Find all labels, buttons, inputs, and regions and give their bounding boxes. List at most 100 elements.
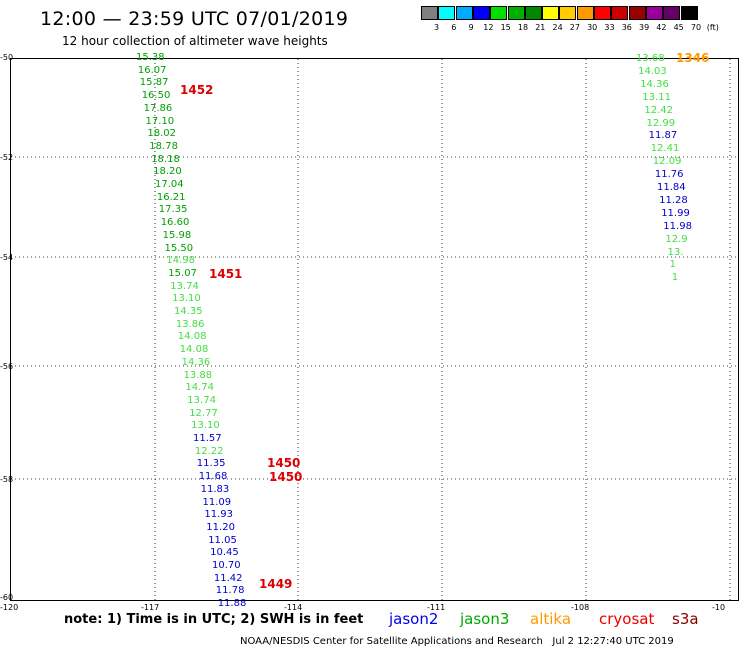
wave-height-value: 14.08 <box>177 331 207 343</box>
legend-swatch <box>507 6 525 20</box>
latitude-label: -58 <box>0 475 14 484</box>
wave-height-value: 13.11 <box>642 91 671 103</box>
wave-height-value: 14.03 <box>638 65 667 77</box>
wave-height-value: 14.08 <box>179 344 209 356</box>
legend-swatch <box>645 6 663 20</box>
credit-text: NOAA/NESDIS Center for Satellite Applica… <box>240 636 543 647</box>
longitude-label: -117 <box>141 603 160 612</box>
legend-label: 6 <box>451 23 457 32</box>
wave-height-value: 11.99 <box>661 207 690 219</box>
wave-height-value: 16.21 <box>156 191 186 203</box>
time-label: 1450 <box>267 456 301 470</box>
wave-height-value: 1 <box>669 259 676 271</box>
legend-label: 30 <box>587 23 598 32</box>
legend-swatch <box>559 6 577 20</box>
wave-height-value: 13.88 <box>183 369 213 381</box>
legend-swatch <box>421 6 438 20</box>
legend-swatch <box>611 6 629 20</box>
legend-unit: (ft) <box>706 23 719 32</box>
wave-height-value: 18.02 <box>147 128 177 140</box>
legend-swatch <box>472 6 490 20</box>
wave-height-value: 11.09 <box>202 496 232 508</box>
wave-height-value: 12.99 <box>646 117 676 129</box>
wave-height-value: 11.05 <box>208 534 237 546</box>
wave-height-value: 17.10 <box>145 115 175 127</box>
wave-height-value: 11.93 <box>204 509 234 521</box>
wave-height-value: 12.77 <box>189 407 218 419</box>
wave-height-value: 12.09 <box>652 156 682 168</box>
legend-label: 3 <box>433 23 440 32</box>
legend-label: 39 <box>639 23 650 32</box>
legend-label: 45 <box>673 23 684 32</box>
wave-height-value: 15.38 <box>136 52 165 63</box>
wave-height-value: 11.28 <box>659 194 688 206</box>
wave-height-value: 11.84 <box>657 182 686 193</box>
legend-label: 42 <box>656 23 667 32</box>
wave-height-value: 16.07 <box>137 64 167 76</box>
legend-swatch <box>524 6 542 20</box>
wave-height-value: 13.74 <box>187 394 216 406</box>
wave-height-value: 11.87 <box>648 130 678 142</box>
wave-height-value: 17.35 <box>158 204 188 216</box>
latitude-label: -50 <box>0 53 14 62</box>
wave-height-value: 15.07 <box>168 267 197 279</box>
longitude-label: -108 <box>571 603 590 612</box>
satellite-name: cryosat <box>599 610 655 628</box>
legend-label: 15 <box>500 23 511 32</box>
wave-height-value: 10.45 <box>210 547 239 559</box>
legend-swatch <box>594 6 611 20</box>
legend-swatch <box>542 6 560 20</box>
wave-height-value: 14.35 <box>174 306 203 317</box>
legend-label: 9 <box>468 23 474 32</box>
time-label: 1452 <box>180 83 214 97</box>
legend-label: 36 <box>621 23 632 32</box>
legend-swatch <box>680 6 698 20</box>
wave-height-value: 13.10 <box>172 293 201 305</box>
longitude-label: -10 <box>712 603 726 612</box>
latitude-label: -52 <box>0 153 14 162</box>
wave-height-value: 13.10 <box>191 420 220 432</box>
wave-height-value: 15.98 <box>162 229 192 241</box>
legend-label: 33 <box>604 23 615 32</box>
wave-height-value: 17.04 <box>155 179 184 190</box>
map-subtitle: 12 hour collection of altimeter wave hei… <box>62 34 328 48</box>
wave-height-value: 14.36 <box>640 78 669 90</box>
time-label: 1449 <box>259 577 293 591</box>
graticule <box>11 59 738 600</box>
map-frame <box>10 58 739 601</box>
latitude-label: -56 <box>0 362 14 371</box>
legend-swatch <box>490 6 508 20</box>
wave-height-value: 13.74 <box>170 280 199 292</box>
satellite-name: altika <box>530 610 572 628</box>
wave-height-value: 17.86 <box>143 102 173 114</box>
wave-height-value: 14.74 <box>185 382 215 394</box>
wave-height-value: 15.87 <box>139 77 169 89</box>
legend-label: 24 <box>552 23 563 32</box>
longitude-label: -120 <box>0 603 19 612</box>
wave-height-value: 1 <box>671 272 679 284</box>
wave-height-value: 12.42 <box>644 104 674 116</box>
wave-height-value: 12.41 <box>650 143 680 155</box>
wave-height-value: 11.83 <box>200 483 230 495</box>
wave-height-value: 12.9 <box>665 233 688 245</box>
wave-height-value: 11.68 <box>198 471 228 483</box>
legend-label: 12 <box>483 23 494 32</box>
time-label: 1451 <box>209 267 243 281</box>
wave-height-value: 10.70 <box>212 560 241 571</box>
wave-height-value: 11.57 <box>193 433 222 444</box>
wave-height-value: 12.22 <box>194 445 224 457</box>
footer-credit: NOAA/NESDIS Center for Satellite Applica… <box>240 636 674 647</box>
legend-label: 21 <box>535 23 546 32</box>
legend-label: 70 <box>690 23 702 32</box>
latitude-label: -54 <box>0 253 14 262</box>
wave-height-value: 11.42 <box>213 572 243 584</box>
legend-swatch <box>576 6 594 20</box>
wave-height-value: 18.20 <box>153 166 182 178</box>
legend-swatch <box>628 6 646 20</box>
time-label: 1450 <box>269 470 303 484</box>
satellite-name: jason2 <box>389 610 439 628</box>
wave-height-value: 11.76 <box>654 169 684 181</box>
legend-swatch <box>663 6 681 20</box>
wave-height-value: 15.50 <box>164 242 194 254</box>
legend-label: 18 <box>517 23 529 32</box>
